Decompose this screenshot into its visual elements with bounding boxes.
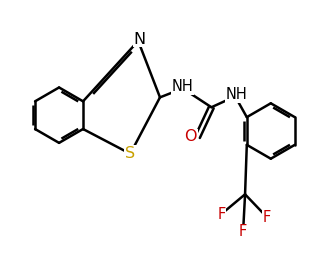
Text: O: O: [185, 129, 197, 144]
Text: F: F: [239, 225, 247, 239]
Text: F: F: [217, 207, 225, 222]
Text: S: S: [125, 146, 135, 161]
Text: F: F: [263, 210, 271, 225]
Text: NH: NH: [225, 87, 247, 102]
Text: N: N: [133, 32, 145, 47]
Text: NH: NH: [172, 79, 194, 94]
